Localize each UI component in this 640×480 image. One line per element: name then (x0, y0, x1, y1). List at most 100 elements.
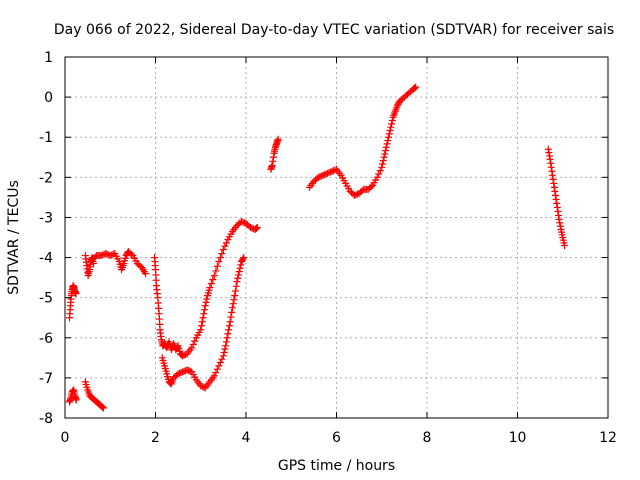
data-point (550, 179, 558, 187)
data-point-interp (388, 117, 396, 125)
data-point-interp (225, 326, 233, 334)
data-point-interp (352, 191, 360, 199)
data-point-interp (252, 225, 260, 233)
series-seg-f (151, 217, 261, 360)
data-point (99, 404, 107, 412)
data-point-interp (216, 254, 224, 262)
data-point (253, 223, 261, 231)
data-point-interp (547, 159, 555, 167)
data-point-interp (545, 149, 553, 157)
data-point-interp (316, 173, 324, 181)
data-point-interp (376, 167, 384, 175)
data-point (380, 153, 388, 161)
data-point-interp (108, 251, 116, 259)
data-point (412, 83, 420, 91)
grid (65, 57, 608, 418)
data-point (382, 143, 390, 151)
data-point-interp (213, 262, 221, 270)
x-axis-ticks: 0 2 4 6 8 10 12 (61, 57, 617, 446)
data-point (319, 171, 327, 179)
data-point-interp (91, 253, 99, 261)
data-point-interp (269, 157, 277, 165)
data-point-interp (200, 310, 208, 318)
data-point-interp (548, 171, 556, 179)
data-point-interp (326, 168, 334, 176)
data-point-interp (388, 120, 396, 128)
data-point-interp (223, 334, 231, 342)
data-point (328, 167, 336, 175)
x-tick-label: 8 (423, 430, 432, 446)
data-point-interp (317, 172, 325, 180)
data-point-interp (198, 318, 206, 326)
data-points (66, 83, 569, 412)
data-point (247, 223, 255, 231)
data-point-interp (221, 242, 229, 250)
data-point (215, 362, 223, 370)
data-point-interp (200, 383, 208, 391)
data-point (314, 173, 322, 181)
data-point-interp (239, 218, 247, 226)
data-point-interp (221, 345, 229, 353)
data-point (552, 191, 560, 199)
data-point-interp (209, 276, 217, 284)
data-point (226, 318, 234, 326)
y-tick-label: -1 (39, 130, 53, 146)
data-point (385, 133, 393, 141)
y-tick-label: -5 (39, 291, 53, 307)
data-point (323, 169, 331, 177)
data-point-interp (220, 348, 228, 356)
data-point-interp (556, 222, 564, 230)
data-point (555, 215, 563, 223)
y-tick-label: -8 (39, 411, 53, 427)
data-point-interp (203, 295, 211, 303)
data-point (561, 242, 569, 250)
data-point-interp (127, 250, 135, 258)
data-point-interp (556, 219, 564, 227)
data-point-interp (234, 274, 242, 282)
data-point (72, 290, 80, 298)
data-point-interp (384, 137, 392, 145)
data-point-interp (269, 153, 277, 161)
data-point (197, 326, 205, 334)
data-point (215, 258, 223, 266)
data-point-interp (103, 250, 111, 258)
data-point-interp (381, 150, 389, 158)
data-point (219, 352, 227, 360)
data-point (237, 217, 245, 225)
data-point (183, 366, 191, 374)
data-point-interp (198, 383, 206, 391)
data-point-interp (320, 171, 328, 179)
data-point-interp (222, 338, 230, 346)
data-point-interp (382, 147, 390, 155)
data-point-interp (198, 322, 206, 330)
y-tick-label: 0 (44, 90, 53, 106)
data-point-interp (379, 157, 387, 165)
data-point (174, 370, 182, 378)
data-point-interp (202, 298, 210, 306)
data-point-interp (225, 322, 233, 330)
data-point-interp (236, 264, 244, 272)
data-point-interp (554, 207, 562, 215)
data-point-interp (239, 255, 247, 263)
data-point-interp (329, 167, 337, 175)
data-point-interp (551, 187, 559, 195)
series-seg-j (544, 145, 569, 250)
data-point-interp (230, 296, 238, 304)
x-tick-label: 10 (509, 430, 527, 446)
data-point-interp (173, 343, 181, 351)
data-point-interp (218, 355, 226, 363)
y-tick-label: -2 (39, 170, 53, 186)
data-point (201, 302, 209, 310)
data-point (72, 396, 80, 404)
data-point-interp (553, 199, 561, 207)
data-point (222, 342, 230, 350)
data-point (219, 246, 227, 254)
data-point-interp (237, 261, 245, 269)
data-point (188, 344, 196, 352)
data-point (142, 270, 150, 278)
data-point-interp (98, 403, 106, 411)
data-point-interp (212, 267, 220, 275)
data-point (97, 252, 105, 260)
data-point (240, 254, 248, 262)
